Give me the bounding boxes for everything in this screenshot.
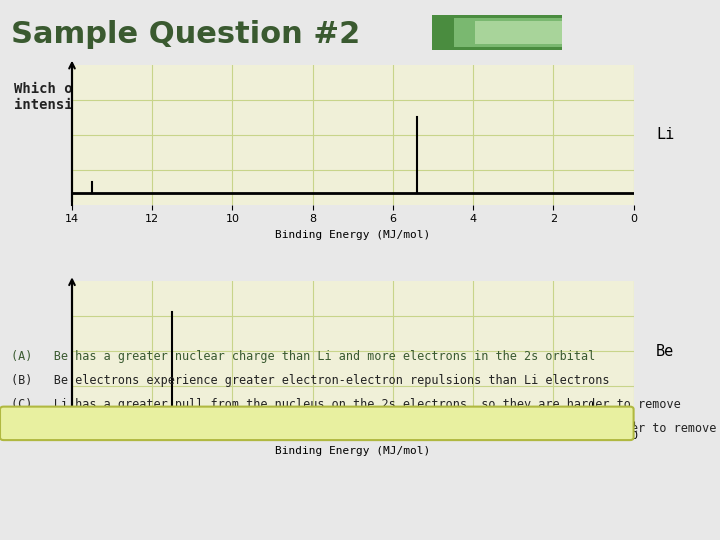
Text: (C)   Li has a greater pull from the nucleus on the 2s electrons, so they are ha: (C) Li has a greater pull from the nucle… <box>11 398 680 411</box>
X-axis label: Binding Energy (MJ/mol): Binding Energy (MJ/mol) <box>275 447 431 456</box>
Text: (A)   Be has a greater nuclear charge than Li and more electrons in the 2s orbit: (A) Be has a greater nuclear charge than… <box>11 350 595 363</box>
Text: Which of the following best explains the relative positioning and
intensity of t: Which of the following best explains the… <box>14 82 559 112</box>
Text: (D)   Li has greater electron shielding by the 1s orbital, so the 2s electrons a: (D) Li has greater electron shielding by… <box>11 422 716 435</box>
Text: Li: Li <box>656 127 675 142</box>
Text: Be: Be <box>656 344 675 359</box>
FancyBboxPatch shape <box>454 18 562 47</box>
Text: (B)   Be electrons experience greater electron-electron repulsions than Li elect: (B) Be electrons experience greater elec… <box>11 374 609 387</box>
FancyBboxPatch shape <box>432 15 562 50</box>
FancyBboxPatch shape <box>475 21 562 44</box>
X-axis label: Binding Energy (MJ/mol): Binding Energy (MJ/mol) <box>275 230 431 240</box>
Text: Sample Question #2: Sample Question #2 <box>11 19 360 49</box>
